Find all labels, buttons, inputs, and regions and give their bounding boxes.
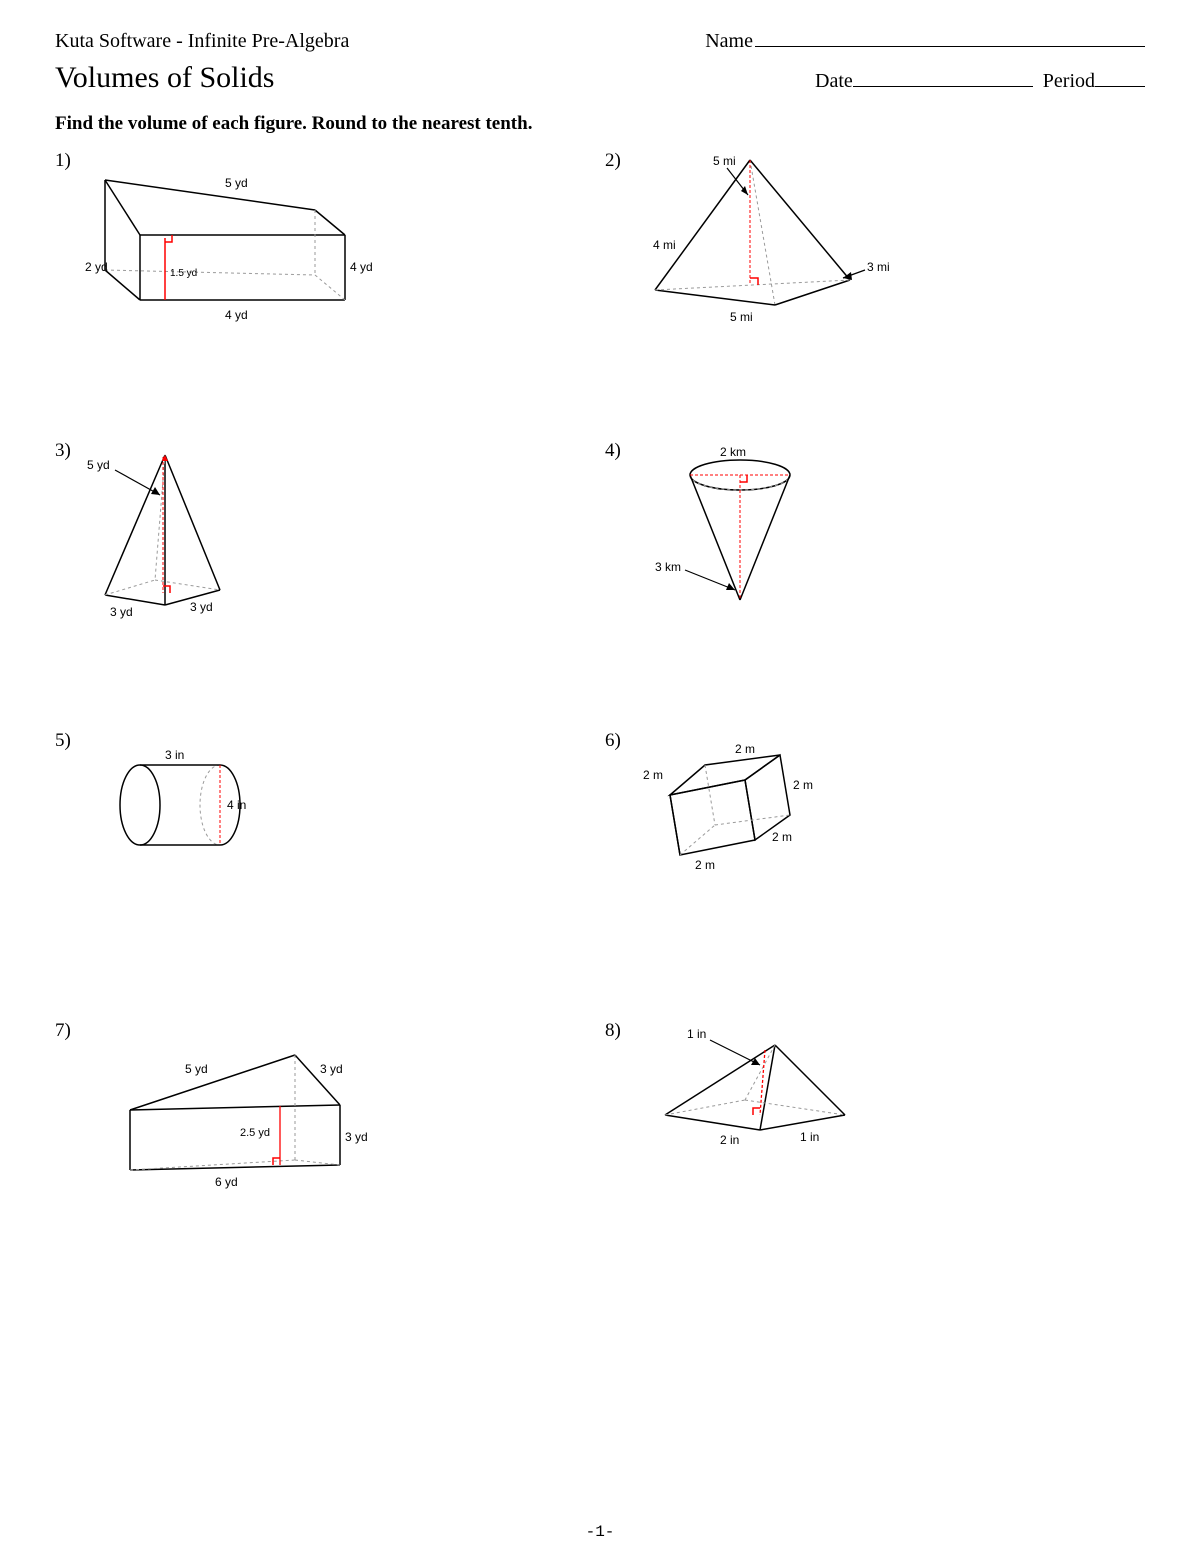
name-field: Name (705, 30, 1145, 53)
dim-label: 3 yd (345, 1130, 368, 1144)
figure-4: 2 km 3 km (650, 445, 830, 630)
problem-7: 7) 5 yd 3 yd 2.5 yd (55, 1020, 595, 1310)
figure-5: 3 in 4 in (105, 750, 265, 875)
dim-label: 2 m (695, 858, 715, 872)
dim-label: 1 in (687, 1027, 706, 1041)
dim-label: 3 yd (190, 600, 213, 614)
dim-label: 2 in (720, 1133, 739, 1147)
problem-8: 8) 1 in 2 in 1 in (605, 1020, 1145, 1310)
period-underline[interactable] (1095, 86, 1145, 87)
dim-label: 5 yd (225, 176, 248, 190)
date-period: Date Period (815, 70, 1145, 93)
dim-label: 6 yd (215, 1175, 238, 1189)
dim-label: 4 in (227, 798, 246, 812)
dim-label: 3 mi (867, 260, 890, 274)
problem-number: 7) (55, 1020, 71, 1042)
problem-5: 5) 3 in 4 in (55, 730, 595, 1020)
name-underline[interactable] (755, 46, 1145, 47)
dim-label: 2 m (793, 778, 813, 792)
software-name: Kuta Software - Infinite Pre-Algebra (55, 30, 349, 53)
dim-label: 2.5 yd (240, 1127, 270, 1139)
dim-label: 3 km (655, 560, 681, 574)
figure-6: 2 m 2 m 2 m 2 m 2 m (635, 740, 815, 905)
dim-label: 4 mi (653, 238, 676, 252)
dim-label: 2 yd (85, 260, 108, 274)
dim-label: 2 m (643, 768, 663, 782)
dim-label: 2 m (735, 742, 755, 756)
dim-label: 5 mi (730, 310, 753, 324)
problem-number: 6) (605, 730, 621, 752)
dim-label: 3 yd (110, 605, 133, 619)
problem-number: 4) (605, 440, 621, 462)
date-label: Date (815, 70, 853, 93)
dim-label: 2 m (772, 830, 792, 844)
dim-label: 4 yd (350, 260, 373, 274)
figure-7: 5 yd 3 yd 2.5 yd 3 yd 6 yd (85, 1040, 365, 1215)
worksheet-title: Volumes of Solids (55, 61, 274, 95)
problem-number: 2) (605, 150, 621, 172)
dim-label: 5 yd (185, 1062, 208, 1076)
instructions: Find the volume of each figure. Round to… (55, 113, 1145, 135)
header-row-1: Kuta Software - Infinite Pre-Algebra Nam… (55, 30, 1145, 53)
dim-label: 4 yd (225, 308, 248, 322)
period-label: Period (1043, 70, 1095, 93)
dim-label: 5 mi (713, 154, 736, 168)
header-row-2: Volumes of Solids Date Period (55, 61, 1145, 95)
figure-8: 1 in 2 in 1 in (645, 1025, 865, 1160)
dim-label: 2 km (720, 445, 746, 459)
name-label: Name (705, 30, 753, 53)
problems-grid: 1) (55, 150, 1145, 1310)
problem-1: 1) (55, 150, 595, 440)
page-number: -1- (586, 1523, 615, 1541)
dim-label: 5 yd (87, 458, 110, 472)
problem-6: 6) 2 m 2 m 2 m 2 m 2 m (605, 730, 1145, 1020)
figure-3: 5 yd 3 yd 3 yd (85, 445, 265, 630)
figure-2: 5 mi 4 mi 3 mi 5 mi (635, 150, 895, 335)
dim-label: 1 in (800, 1130, 819, 1144)
problem-number: 3) (55, 440, 71, 462)
dim-label: 3 yd (320, 1062, 343, 1076)
figure-1: 5 yd 4 yd 2 yd 1.5 yd 4 yd (85, 160, 365, 345)
problem-4: 4) 2 km 3 km (605, 440, 1145, 730)
problem-number: 1) (55, 150, 71, 172)
dim-label: 3 in (165, 748, 184, 762)
problem-2: 2) 5 mi 4 mi (605, 150, 1145, 440)
problem-number: 5) (55, 730, 71, 752)
dim-label: 1.5 yd (170, 268, 197, 279)
problem-3: 3) 5 yd (55, 440, 595, 730)
date-underline[interactable] (853, 86, 1033, 87)
problem-number: 8) (605, 1020, 621, 1042)
